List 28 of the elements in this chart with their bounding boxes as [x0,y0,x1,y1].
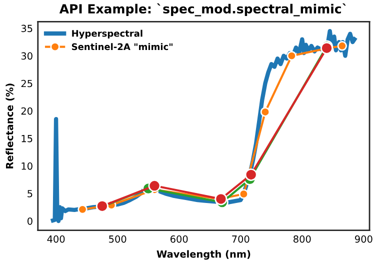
point [214,192,228,206]
y-tick-label: 5 [28,190,32,198]
x-tick-label: 900 [355,235,372,243]
point [286,50,297,61]
line-series [50,28,357,224]
y-tick-label: 10 [22,162,32,170]
point [244,168,258,181]
point [78,204,88,214]
y-tick-label: 35 [21,24,32,32]
legend-label: Sentinel-2A "mimic" [72,43,172,50]
y-tick-label: 25 [21,80,32,88]
x-tick-label: 500 [109,235,126,243]
point [337,41,348,51]
y-tick-label: 0 [27,217,32,225]
legend-label: Hyperspectral [72,30,142,39]
x-tick-label: 600 [170,235,188,243]
y-tick-label: 20 [21,107,32,115]
y-axis-title: Reflectance (%) [6,84,14,168]
x-tick-label: 400 [47,235,65,243]
point [238,189,249,199]
point [148,180,161,192]
y-tick-label: 15 [22,135,32,142]
point [260,107,270,117]
x-tick-label: 800 [294,235,311,243]
chart-title: API Example: `spec_mod.spectral_mimic` [59,3,346,16]
y-tick-label: 30 [21,52,32,60]
x-axis-title: Wavelength (nm) [156,250,250,260]
x-tick-label: 700 [232,235,250,243]
